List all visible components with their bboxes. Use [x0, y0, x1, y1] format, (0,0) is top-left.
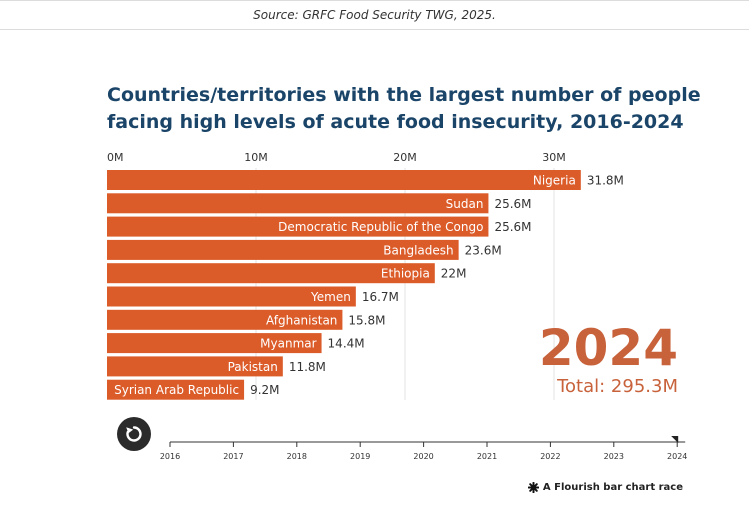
bar-category-label: Pakistan — [228, 360, 278, 374]
total-label: Total: 295.3M — [557, 376, 678, 397]
bar-value-label: 31.8M — [587, 174, 624, 188]
bar-category-label: Syrian Arab Republic — [114, 383, 239, 397]
bar[interactable] — [107, 239, 459, 260]
bar-value-label: 9.2M — [250, 383, 279, 397]
bar-value-label: 23.6M — [465, 243, 502, 257]
bar-value-label: 16.7M — [362, 290, 399, 304]
replay-button[interactable] — [117, 417, 151, 451]
bar[interactable] — [107, 309, 343, 330]
bar-value-label: 25.6M — [494, 197, 531, 211]
timeline-year-label[interactable]: 2018 — [287, 452, 307, 461]
timeline-year-label[interactable]: 2019 — [350, 452, 370, 461]
bar-category-label: Yemen — [310, 290, 351, 304]
chart-title: Countries/territories with the largest n… — [107, 84, 701, 133]
flourish-credit[interactable]: A Flourish bar chart race — [527, 482, 683, 493]
timeline-year-label[interactable]: 2023 — [604, 452, 624, 461]
bar-value-label: 11.8M — [289, 360, 326, 374]
timeline-year-label[interactable]: 2021 — [477, 452, 497, 461]
timeline-year-label[interactable]: 2016 — [160, 452, 180, 461]
bar[interactable] — [107, 333, 322, 354]
bar[interactable] — [107, 286, 356, 307]
x-tick-label: 30M — [542, 151, 566, 164]
timeline-handle[interactable] — [671, 436, 679, 443]
bar-category-label: Ethiopia — [381, 267, 430, 281]
replay-icon — [126, 426, 142, 442]
bar[interactable] — [107, 216, 489, 237]
x-tick-label: 0M — [107, 151, 124, 164]
credit-text: A Flourish bar chart race — [542, 482, 683, 493]
source-bar: Source: GRFC Food Security TWG, 2025. — [0, 0, 749, 30]
bar-value-label: 14.4M — [328, 337, 365, 351]
flourish-star-icon — [527, 482, 539, 493]
current-year-label: 2024 — [538, 319, 678, 377]
bar-value-label: 25.6M — [494, 220, 531, 234]
bar[interactable] — [107, 170, 581, 190]
timeline-year-label[interactable]: 2024 — [667, 452, 687, 461]
timeline-year-label[interactable]: 2022 — [540, 452, 560, 461]
bar-category-label: Nigeria — [533, 174, 576, 188]
timeline-year-label[interactable]: 2020 — [413, 452, 433, 461]
bar-value-label: 15.8M — [348, 313, 385, 327]
bar-category-label: Democratic Republic of the Congo — [278, 220, 483, 234]
timeline-year-label[interactable]: 2017 — [223, 452, 243, 461]
bar-category-label: Bangladesh — [383, 243, 453, 257]
bar-value-label: 22M — [441, 267, 467, 281]
bar[interactable] — [107, 379, 245, 400]
bar[interactable] — [107, 263, 435, 284]
bar[interactable] — [107, 193, 489, 214]
x-tick-label: 10M — [244, 151, 268, 164]
bar[interactable] — [107, 356, 283, 377]
bar-category-label: Sudan — [446, 197, 484, 211]
bar-category-label: Afghanistan — [266, 313, 337, 327]
source-text: Source: GRFC Food Security TWG, 2025. — [253, 8, 496, 22]
x-tick-label: 20M — [393, 151, 417, 164]
bar-category-label: Myanmar — [260, 337, 316, 351]
